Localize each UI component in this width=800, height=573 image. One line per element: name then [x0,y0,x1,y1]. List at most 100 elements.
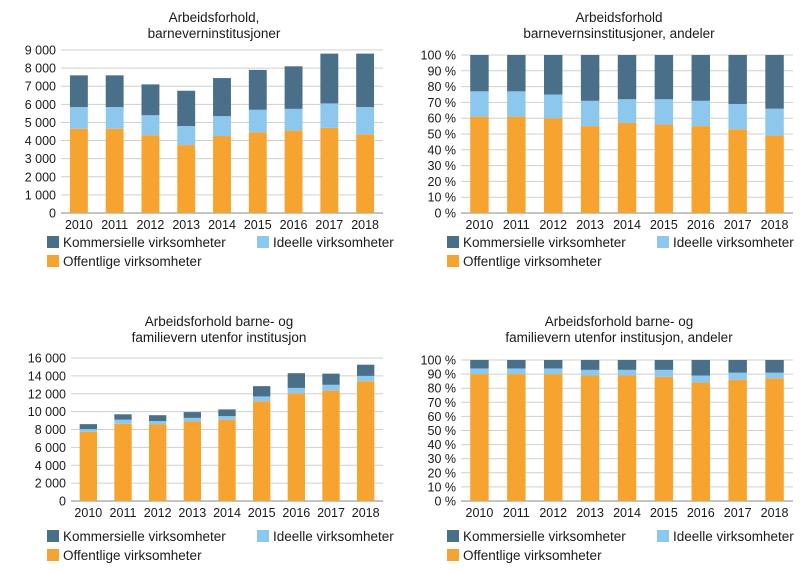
x-tick-label: 2010 [466,218,494,232]
bar-kommersielle-2017 [322,373,340,385]
x-tick-label: 2010 [466,506,494,520]
x-tick-label: 2010 [65,218,93,232]
y-tick-label: 4 000 [35,459,66,473]
bar-kommersielle-2016 [691,360,710,376]
y-tick-label: 60 % [428,410,457,424]
legend-swatch-offentlige [47,549,59,561]
x-tick-label: 2011 [101,218,128,232]
bar-kommersielle-2010 [69,75,88,108]
x-tick-label: 2015 [248,506,276,520]
x-tick-label: 2011 [503,506,530,520]
bar-ideelle-2012 [149,421,167,425]
x-tick-label: 2012 [137,218,165,232]
x-tick-label: 2011 [110,506,137,520]
x-tick-label: 2010 [74,506,102,520]
bar-kommersielle-2014 [218,409,236,417]
legend-label-ideelle: Ideelle virksomheter [673,235,794,250]
bar-offentlige-2015 [654,124,674,213]
x-tick-label: 2012 [539,506,567,520]
x-tick-label: 2018 [761,218,789,232]
y-tick-label: 6 000 [25,98,56,112]
legend-label-offentlige: Offentlige virksomheter [63,548,202,563]
bar-ideelle-2014 [617,369,637,376]
bar-offentlige-2013 [183,421,201,501]
x-tick-label: 2012 [539,218,567,232]
y-tick-label: 14 000 [28,369,66,383]
bar-kommersielle-2011 [507,360,526,369]
bar-offentlige-2018 [765,378,784,501]
legend-swatch-ideelle [657,236,669,248]
legend-swatch-offentlige [447,255,459,267]
bar-kommersielle-2016 [287,373,305,388]
x-tick-label: 2018 [761,506,789,520]
bar-ideelle-2016 [691,375,710,383]
bar-ideelle-2018 [357,375,375,382]
chart-panel-1: Arbeidsforhold,barneverninstitusjoner 0 1 … [25,10,395,269]
bar-offentlige-2010 [69,128,88,213]
bar-offentlige-2018 [356,134,375,213]
x-tick-label: 2017 [315,218,343,232]
bar-kommersielle-2017 [728,360,747,373]
bar-offentlige-2012 [141,135,160,213]
bar-ideelle-2017 [728,372,747,380]
bar-offentlige-2016 [691,382,710,501]
bar-offentlige-2010 [79,431,97,501]
bar-kommersielle-2018 [357,364,375,376]
bar-offentlige-2015 [654,376,674,501]
bar-kommersielle-2014 [617,360,637,370]
bar-kommersielle-2016 [691,55,710,101]
bar-ideelle-2018 [765,372,784,379]
bar-offentlige-2012 [149,424,167,501]
bar-offentlige-2018 [765,135,784,213]
bar-ideelle-2015 [253,396,271,402]
bar-kommersielle-2015 [253,386,271,397]
bar-kommersielle-2013 [580,55,600,101]
y-tick-label: 50 % [428,128,457,142]
y-tick-label: 9 000 [25,44,56,58]
bar-ideelle-2010 [470,368,489,375]
y-tick-label: 80 % [428,382,457,396]
x-tick-label: 2018 [351,218,379,232]
bar-offentlige-2013 [177,145,196,213]
bar-ideelle-2017 [322,384,340,391]
bar-ideelle-2013 [183,417,201,422]
bar-offentlige-2011 [507,374,526,501]
bar-offentlige-2016 [284,130,303,213]
bar-kommersielle-2010 [470,360,489,369]
legend-swatch-kommersielle [447,236,459,248]
bar-offentlige-2018 [357,381,375,501]
y-tick-label: 10 000 [28,405,66,419]
bar-kommersielle-2012 [141,84,160,116]
bar-offentlige-2014 [617,375,637,501]
y-tick-label: 4 000 [25,134,56,148]
x-tick-label: 2014 [613,506,641,520]
y-tick-label: 8 000 [25,62,56,76]
legend-label-ideelle: Ideelle virksomheter [273,235,394,250]
y-tick-label: 5 000 [25,116,56,130]
bar-ideelle-2010 [470,91,489,117]
bar-ideelle-2015 [654,99,674,125]
legend-label-offentlige: Offentlige virksomheter [63,254,202,269]
y-tick-label: 0 % [434,207,456,221]
bar-offentlige-2017 [728,379,747,501]
y-tick-label: 90 % [428,368,457,382]
bar-kommersielle-2011 [105,75,124,108]
legend-label-kommersielle: Kommersielle virksomheter [63,235,226,250]
bar-kommersielle-2018 [356,53,375,108]
legend-label-kommersielle: Kommersielle virksomheter [63,529,226,544]
bar-offentlige-2012 [544,374,563,501]
bar-kommersielle-2013 [183,412,201,418]
bar-kommersielle-2013 [177,90,196,127]
x-tick-label: 2013 [576,218,604,232]
bar-kommersielle-2014 [213,78,231,117]
y-tick-label: 70 % [428,396,457,410]
bar-ideelle-2011 [507,91,526,117]
bar-offentlige-2011 [105,128,124,213]
bar-ideelle-2016 [287,387,305,394]
x-tick-label: 2016 [687,506,715,520]
y-tick-label: 10 % [428,480,457,494]
y-tick-label: 3 000 [25,152,56,166]
legend-label-kommersielle: Kommersielle virksomheter [463,235,626,250]
chart-title-line: familievern utenfor institusjon [132,330,307,345]
y-tick-label: 80 % [428,80,457,94]
